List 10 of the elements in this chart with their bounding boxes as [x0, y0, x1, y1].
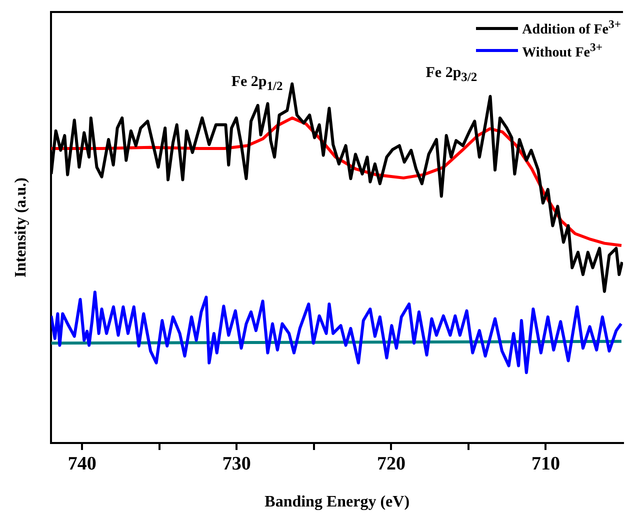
x-tick-label: 710	[531, 453, 560, 474]
x-tick-label: 720	[376, 453, 406, 474]
legend-label: Without Fe$^{3+}$	[522, 40, 602, 62]
legend-label: Addition of Fe$^{3+}$	[522, 18, 621, 39]
y-axis-title: Intensity (a.u.)	[12, 177, 30, 278]
annotation: Fe 2p$_{1/2}$	[231, 74, 283, 94]
x-axis-title: Banding Energy (eV)	[264, 494, 410, 511]
x-tick-label: 740	[68, 453, 96, 474]
x-tick-label: 730	[222, 453, 251, 474]
annotation: Fe 2p$_{3/2}$	[426, 65, 478, 86]
